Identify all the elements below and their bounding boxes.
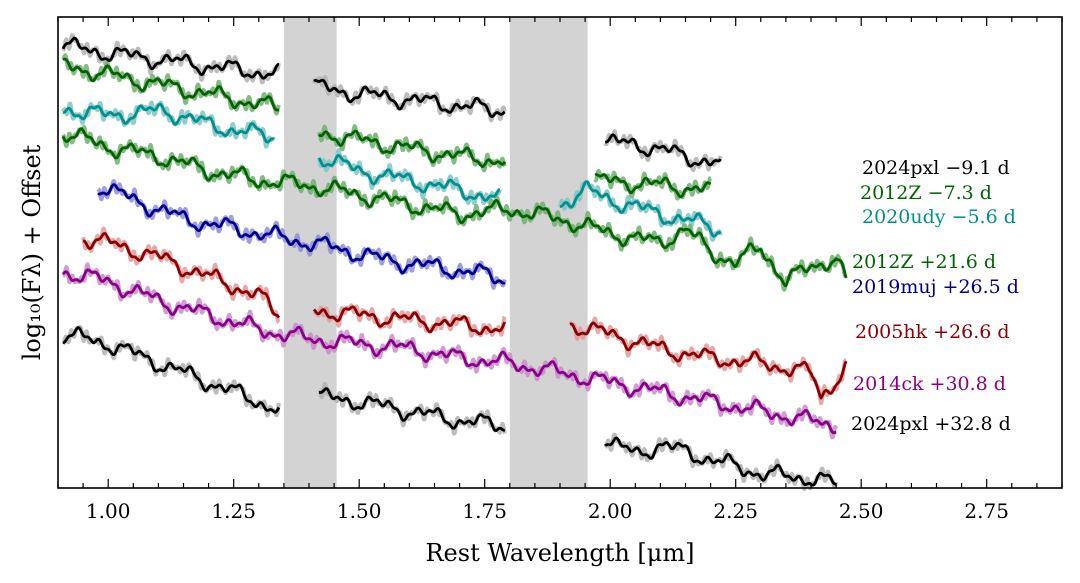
series-line-3-0 bbox=[61, 127, 848, 288]
x-tick-label: 2.75 bbox=[964, 499, 1009, 523]
series-line-5-1 bbox=[312, 305, 507, 336]
series-noise-1-2 bbox=[593, 168, 712, 201]
series-noise-7-1 bbox=[317, 381, 507, 436]
series-line-7-0 bbox=[62, 326, 281, 414]
series-line-1-0 bbox=[62, 57, 280, 112]
series-line-7-2 bbox=[604, 436, 837, 487]
series-line-2-0 bbox=[62, 102, 275, 144]
x-axis-label: Rest Wavelength [μm] bbox=[425, 539, 694, 567]
spectra-lines bbox=[61, 36, 848, 487]
legend-entry: 2014ck +30.8 d bbox=[853, 373, 1006, 395]
series-line-0-1 bbox=[313, 78, 506, 118]
spectra-fills bbox=[61, 33, 848, 491]
series-line-2-2 bbox=[559, 180, 722, 238]
legend-entry: 2024pxl −9.1 d bbox=[862, 157, 1010, 179]
series-line-1-2 bbox=[594, 173, 712, 199]
x-tick-label: 1.25 bbox=[211, 499, 256, 523]
series-line-1-1 bbox=[317, 129, 507, 169]
legend-entry: 2019muj +26.5 d bbox=[852, 276, 1019, 298]
legend-entry: 2012Z +21.6 d bbox=[852, 251, 996, 273]
series-noise-1-0 bbox=[61, 53, 281, 116]
y-axis-label: log₁₀(Fλ) + Offset bbox=[18, 144, 46, 360]
series-line-0-2 bbox=[604, 133, 722, 168]
series-line-7-1 bbox=[318, 387, 506, 433]
series-line-6-0 bbox=[62, 268, 837, 435]
series-line-4-0 bbox=[97, 183, 506, 285]
x-axis-tick-labels: 1.00 1.25 1.50 1.75 2.00 2.25 2.50 2.75 bbox=[86, 499, 1009, 523]
x-tick-label: 2.50 bbox=[839, 499, 884, 523]
series-line-5-0 bbox=[82, 232, 281, 319]
legend-entry: 2005hk +26.6 d bbox=[855, 321, 1010, 343]
x-tick-label: 1.50 bbox=[337, 499, 382, 523]
x-tick-label: 2.00 bbox=[588, 499, 633, 523]
legend-entry: 2024pxl +32.8 d bbox=[851, 413, 1011, 435]
legend-entry: 2020udy −5.6 d bbox=[862, 206, 1016, 228]
telluric-band-2 bbox=[509, 17, 588, 488]
x-tick-label: 1.00 bbox=[86, 499, 131, 523]
legend-entry: 2012Z −7.3 d bbox=[860, 182, 992, 204]
x-tick-label: 1.75 bbox=[462, 499, 507, 523]
x-tick-label: 2.25 bbox=[713, 499, 758, 523]
series-noise-0-2 bbox=[603, 129, 723, 172]
series-line-5-2 bbox=[569, 321, 848, 400]
series-noise-5-0 bbox=[81, 226, 281, 324]
series-line-0-0 bbox=[61, 36, 280, 80]
x-axis-ticks bbox=[57, 17, 1063, 488]
series-line-2-1 bbox=[317, 153, 501, 202]
